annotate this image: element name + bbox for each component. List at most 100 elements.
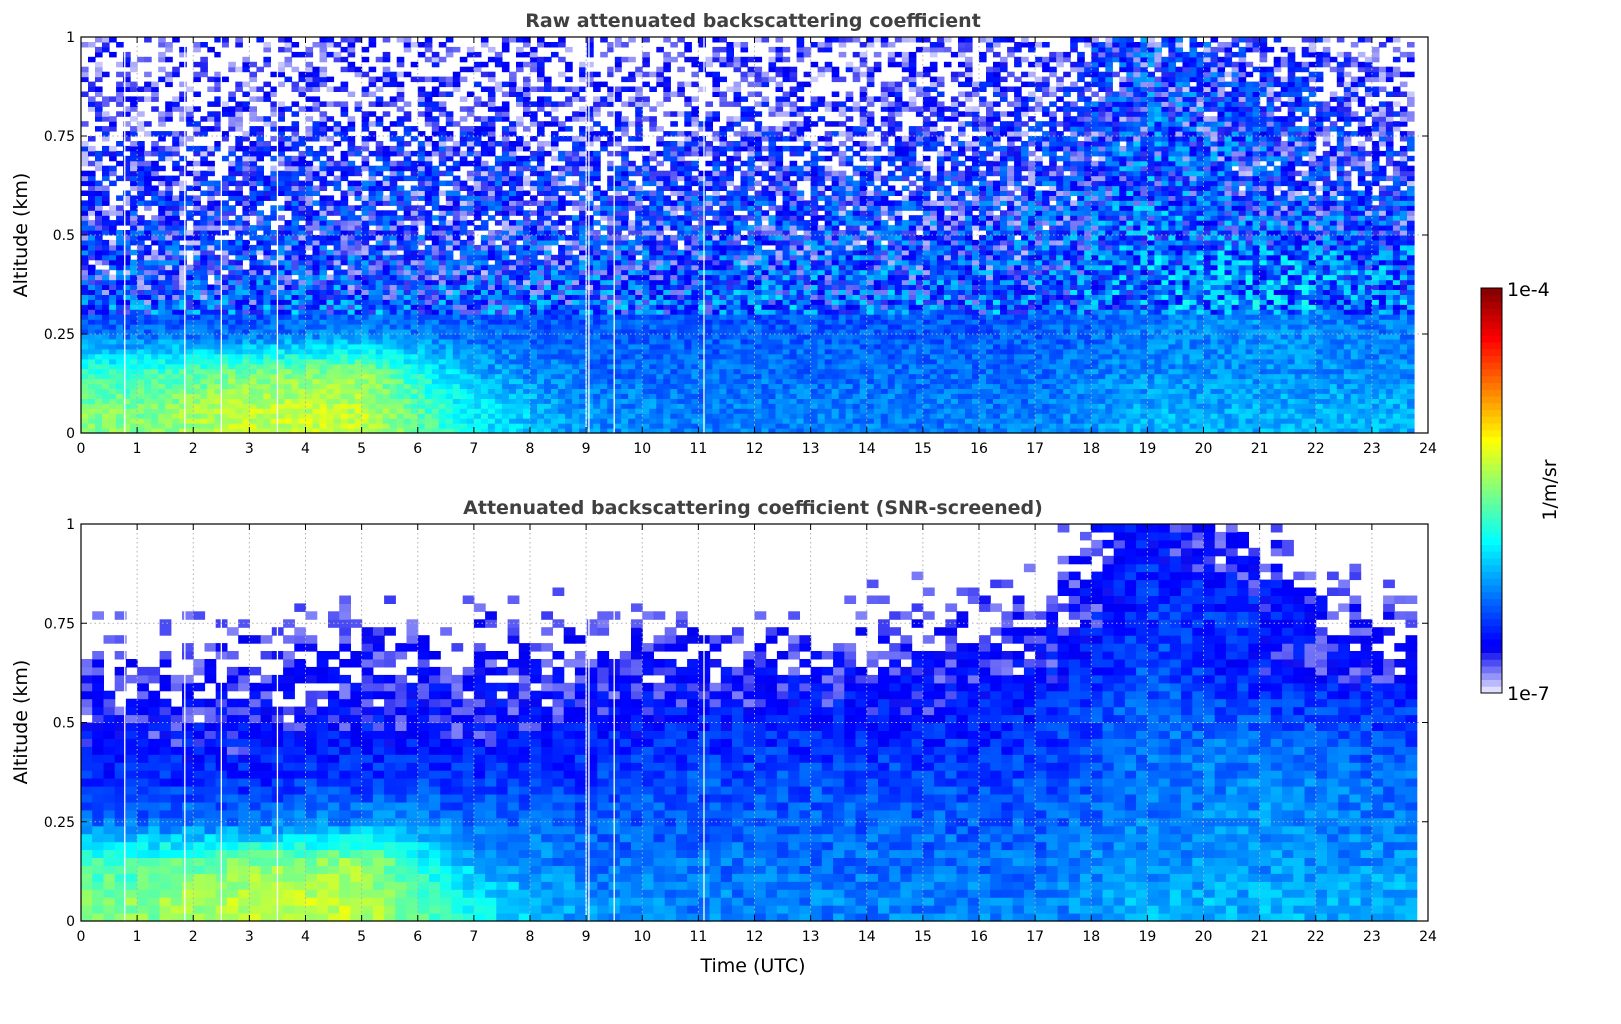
heatmap-cell [466,205,475,211]
heatmap-cell [123,239,131,246]
heatmap-cell [459,244,468,251]
heatmap-cell [537,363,545,370]
heatmap-cell [333,383,342,389]
heatmap-cell [95,210,103,216]
heatmap-cell [228,289,236,295]
heatmap-cell [593,195,601,201]
heatmap-cell [516,284,524,290]
heatmap-cell [158,205,166,211]
heatmap-cell [621,403,629,409]
heatmap-cell [389,368,398,375]
heatmap-cell [207,398,215,404]
heatmap-cell [228,190,236,196]
heatmap-cell [319,284,328,290]
heatmap-cell [438,160,447,167]
heatmap-cell [480,175,489,182]
heatmap-cell [88,106,96,112]
heatmap-cell [523,423,531,429]
heatmap-cell [333,254,342,261]
heatmap-cell [305,348,314,355]
heatmap-cell [375,180,384,187]
heatmap-cell [431,86,440,92]
heatmap-cell [186,289,194,295]
heatmap-cell [326,284,335,290]
heatmap-cell [572,343,580,350]
heatmap-cell [368,393,377,399]
heatmap-cell [249,279,257,285]
heatmap-cell [607,423,615,429]
heatmap-cell [558,324,566,330]
heatmap-cell [228,269,236,276]
heatmap-cell [123,294,131,300]
heatmap-cell [586,131,594,137]
heatmap-cell [130,269,138,276]
heatmap-cell [249,71,257,78]
heatmap-cell [165,200,173,206]
heatmap-cell [284,353,293,360]
heatmap-cell [270,136,278,142]
heatmap-cell [544,96,552,102]
heatmap-cell [424,358,433,365]
heatmap-cell [438,284,447,290]
heatmap-cell [389,76,398,83]
heatmap-cell [123,264,131,271]
heatmap-cell [144,185,152,191]
heatmap-cell [466,324,475,330]
heatmap-cell [375,145,384,152]
heatmap-cell [607,71,615,78]
heatmap-cell [193,205,201,211]
heatmap-cell [319,398,328,404]
heatmap-cell [445,195,454,201]
heatmap-cell [137,254,145,261]
heatmap-cell [424,423,433,429]
heatmap-cell [340,249,349,256]
heatmap-cell [417,101,426,107]
heatmap-cell [158,383,166,389]
heatmap-cell [81,378,89,385]
heatmap-cell [403,378,412,385]
heatmap-cell [256,126,264,132]
heatmap-cell [565,76,573,83]
heatmap-cell [438,190,447,196]
heatmap-cell [333,185,342,191]
heatmap-cell [565,309,573,315]
heatmap-cell [270,408,278,414]
heatmap-cell [312,279,321,285]
heatmap-cell [137,264,145,271]
heatmap-cell [95,37,103,43]
heatmap-cell [305,235,314,241]
heatmap-cell [305,195,314,201]
heatmap-cell [431,368,440,375]
heatmap-cell [102,413,110,419]
heatmap-cell [459,150,468,157]
heatmap-cell [263,145,271,152]
heatmap-cell [445,324,454,330]
heatmap-cell [551,175,559,182]
heatmap-cell [137,121,145,127]
heatmap-cell [382,37,391,43]
heatmap-cell [579,343,587,350]
heatmap-cell [375,334,384,340]
heatmap-cell [551,269,559,276]
heatmap-cell [235,378,243,385]
heatmap-cell [551,254,559,261]
heatmap-cell [431,284,440,290]
heatmap-cell [228,299,236,305]
heatmap-cell [452,418,461,424]
heatmap-cell [193,388,201,394]
heatmap-cell [144,279,152,285]
heatmap-cell [494,378,503,385]
heatmap-cell [137,86,145,92]
heatmap-cell [530,46,538,53]
heatmap-cell [565,373,573,380]
heatmap-cell [340,309,349,315]
heatmap-cell [249,398,257,404]
heatmap-cell [417,51,426,58]
heatmap-cell [417,428,426,434]
heatmap-cell [579,175,587,182]
heatmap-cell [165,353,173,360]
heatmap-cell [291,131,300,137]
heatmap-cell [438,314,447,320]
heatmap-cell [354,239,363,246]
heatmap-cell [144,284,152,290]
